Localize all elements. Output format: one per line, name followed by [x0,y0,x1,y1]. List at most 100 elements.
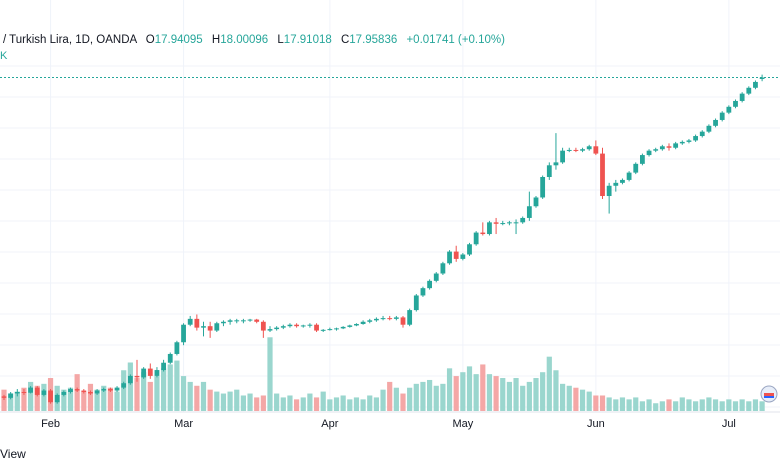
volume-bar [1,389,7,411]
volume-bars [1,337,765,411]
candle-body [719,112,725,120]
volume-bar [353,397,360,411]
candle-body [108,389,113,391]
indicator-label: K [0,50,8,62]
candle-body [154,370,160,376]
candle-body [473,232,479,245]
x-tick-label: May [452,418,473,430]
candle-body [274,327,280,330]
volume-bar [81,391,87,411]
candle-body [739,93,745,101]
candle-body [221,321,226,324]
candle-body [327,329,333,331]
candle-body [513,222,519,224]
volume-bar [107,387,113,411]
tradingview-logo-icon[interactable] [760,385,778,403]
volume-bar [586,391,592,411]
candle-body [580,149,585,151]
candle-body [520,217,526,223]
volume-bar [752,399,759,411]
volume-bar [200,381,207,411]
candle-body [1,396,7,398]
candle-body [400,317,406,325]
candle-body [753,81,758,88]
candle-body [679,141,685,144]
volume-bar [14,391,20,411]
volume-bar [673,401,679,411]
candle-body [307,324,313,326]
volume-bar [719,401,725,411]
candle-body [300,325,306,327]
price-chart[interactable]: Feb Mar Apr May Jun Jul [0,0,780,433]
change-value: +0.01741 (+0.10%) [406,34,505,46]
volume-bar [646,399,652,411]
candle-body [640,155,645,164]
candle-body [260,321,266,331]
candle-body [234,320,240,322]
low-value: 17.91018 [283,34,332,46]
candle-body [367,320,373,322]
candle-body [167,353,173,363]
candle-body [659,146,665,150]
volume-bar [214,391,220,411]
volume-bar [500,378,506,411]
volume-bar [207,389,213,411]
candle-body [207,326,213,331]
candle-body [127,375,133,384]
candle-body [447,251,452,264]
volume-bar [161,368,167,411]
volume-bar [579,389,586,411]
candle-body [420,288,426,296]
candle-body [88,391,93,394]
volume-bar [234,389,240,411]
candle-body [141,368,147,378]
candle-body [526,206,532,218]
volume-bar [573,387,579,411]
high-label: H [211,34,221,46]
candle-body [686,140,692,142]
candle-body [294,324,299,327]
candle-body [267,329,273,331]
high-value: 18.00096 [220,34,269,46]
volume-bar [560,383,566,411]
volume-bar [526,381,532,411]
candle-body [393,317,399,319]
volume-bar [493,376,499,411]
x-tick-label: Mar [174,418,193,430]
x-tick-label: Jul [722,418,736,430]
volume-bar [41,383,47,411]
volume-bar [746,401,752,411]
candle-body [546,165,552,177]
footer-bar [0,433,780,470]
x-axis: Feb Mar Apr May Jun Jul [0,411,780,430]
volume-bar [300,397,306,411]
volume-bar [533,378,539,411]
candle-body [187,318,193,325]
volume-bar [712,399,719,411]
volume-bar [639,401,645,411]
volume-bar [121,370,127,411]
volume-bar [147,381,153,411]
volume-bar [180,376,187,411]
volume-bar [21,387,27,411]
candle-body [606,185,612,197]
volume-bar [340,395,346,411]
candle-body [61,391,67,395]
volume-bar [407,387,413,411]
candle-body [8,393,14,398]
volume-bar [373,397,379,411]
volume-bar [739,399,745,411]
view-label[interactable]: View [0,447,26,461]
close-value: 17.95836 [349,34,398,46]
candle-body [94,390,100,394]
candle-body [201,326,206,328]
candle-body [733,100,738,107]
candle-body [254,319,260,322]
volume-bar [307,393,313,411]
volume-bar [254,397,260,411]
volume-bar [333,397,340,411]
candle-body [354,323,359,326]
volume-bar [94,389,100,411]
volume-bar [759,401,765,411]
volume-bar [240,395,246,411]
